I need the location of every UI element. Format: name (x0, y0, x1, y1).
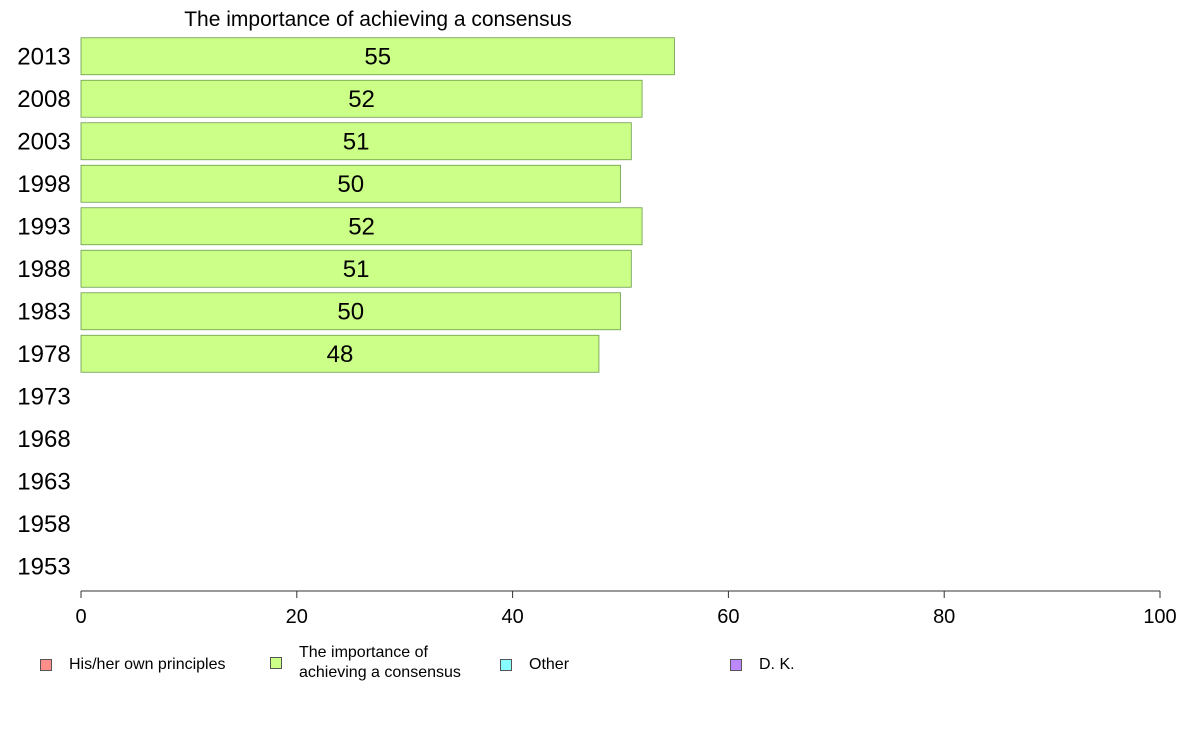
legend-label-dk: D. K. (759, 656, 795, 673)
y-tick-label: 1953 (17, 553, 70, 580)
x-axis: 0 20 40 60 80 100 (75, 590, 1177, 628)
x-tick-label: 100 (1143, 606, 1176, 628)
bar-chart: The importance of achieving a consensus … (17, 8, 1177, 628)
legend-swatch-own-principles (40, 659, 52, 671)
y-axis-labels: 2013 2008 2003 1998 1993 1988 1983 1978 1973 1968… (17, 43, 70, 580)
y-tick-label: 1973 (17, 383, 70, 410)
y-tick-label: 2003 (17, 128, 70, 155)
bar (80, 37, 675, 76)
y-tick-label: 1983 (17, 298, 70, 325)
bars-group: 55 52 51 50 52 51 50 48 (80, 37, 675, 373)
bar-value-label: 55 (364, 43, 391, 70)
x-tick-label: 60 (717, 606, 739, 628)
bar (80, 207, 643, 246)
legend: His/her own principles The importance of… (0, 640, 1188, 690)
bar (80, 122, 632, 161)
legend-label-consensus: The importance of achieving a consensus (299, 644, 461, 681)
y-tick-label: 2013 (17, 43, 70, 70)
legend-swatch-dk (730, 659, 742, 671)
bar (80, 292, 621, 331)
y-tick-label: 1978 (17, 341, 70, 368)
y-tick-label: 1968 (17, 426, 70, 453)
legend-label-other: Other (529, 656, 570, 673)
bar (80, 334, 600, 373)
legend-label-own-principles: His/her own principles (69, 656, 226, 673)
legend-item-other: Other (500, 655, 569, 675)
legend-item-consensus: The importance of achieving a consensus (270, 643, 461, 683)
bar-value-label: 50 (337, 171, 364, 198)
y-tick-label: 1993 (17, 213, 70, 240)
y-tick-label: 1958 (17, 511, 70, 538)
y-tick-label: 1988 (17, 256, 70, 283)
x-tick-label: 80 (933, 606, 955, 628)
y-tick-label: 1963 (17, 468, 70, 495)
legend-item-own-principles: His/her own principles (40, 655, 226, 675)
y-tick-label: 1998 (17, 171, 70, 198)
bar-value-label: 50 (337, 298, 364, 325)
y-tick-label: 2008 (17, 86, 70, 113)
bar-value-label: 52 (348, 86, 375, 113)
x-tick-label: 40 (501, 606, 523, 628)
bar-value-label: 51 (343, 256, 370, 283)
bar (80, 164, 621, 203)
x-tick-label: 0 (75, 606, 86, 628)
x-tick-label: 20 (286, 606, 308, 628)
legend-item-dk: D. K. (730, 655, 795, 675)
legend-swatch-other (500, 659, 512, 671)
bar-value-label: 48 (327, 341, 354, 368)
chart-title: The importance of achieving a consensus (184, 8, 572, 31)
legend-swatch-consensus (270, 657, 282, 669)
bar-value-label: 52 (348, 213, 375, 240)
bar-value-label: 51 (343, 128, 370, 155)
bar (80, 249, 632, 288)
bar (80, 79, 643, 118)
